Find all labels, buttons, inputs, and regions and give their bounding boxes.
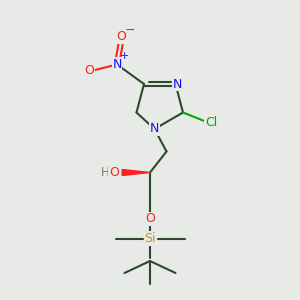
Text: O: O bbox=[109, 166, 119, 179]
Polygon shape bbox=[122, 169, 150, 175]
Text: Cl: Cl bbox=[205, 116, 217, 130]
Text: H: H bbox=[101, 166, 110, 179]
Text: O: O bbox=[117, 30, 126, 43]
Text: N: N bbox=[150, 122, 159, 136]
Text: Si: Si bbox=[144, 232, 156, 245]
Text: O: O bbox=[145, 212, 155, 226]
Text: N: N bbox=[112, 58, 122, 71]
Text: O: O bbox=[85, 64, 94, 77]
Text: N: N bbox=[172, 77, 182, 91]
Text: −: − bbox=[125, 24, 135, 37]
Text: +: + bbox=[120, 51, 129, 61]
